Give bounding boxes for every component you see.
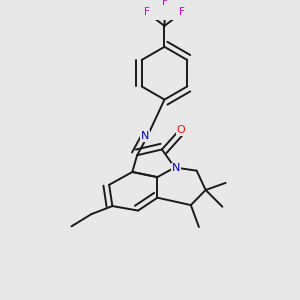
Text: F: F: [179, 8, 185, 17]
Text: O: O: [177, 125, 186, 135]
Text: F: F: [162, 0, 168, 7]
Text: N: N: [172, 164, 180, 173]
Text: F: F: [144, 8, 150, 17]
Text: N: N: [141, 131, 149, 141]
